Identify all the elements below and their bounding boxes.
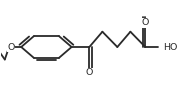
Text: O: O <box>86 68 93 77</box>
Text: O: O <box>142 18 149 27</box>
Text: HO: HO <box>163 42 177 52</box>
Text: O: O <box>7 42 15 52</box>
